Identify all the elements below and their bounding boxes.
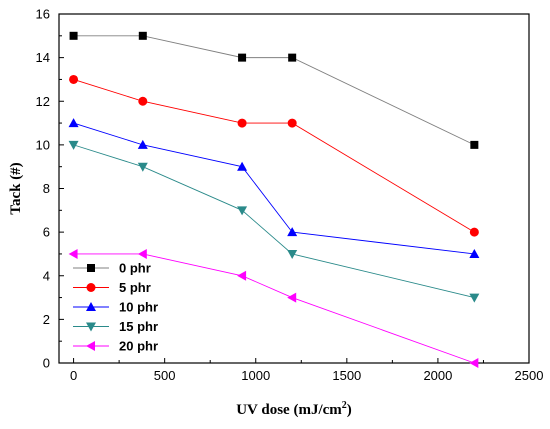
series-line (73, 35, 475, 146)
legend-label: 0 phr (119, 261, 151, 276)
x-tick-label: 1000 (241, 368, 270, 383)
series-line (73, 122, 475, 255)
y-axis-title: Tack (#) (8, 162, 24, 214)
data-point (69, 74, 79, 84)
data-point (287, 292, 297, 303)
data-point (237, 206, 248, 216)
legend-marker (86, 302, 96, 311)
y-tick-label: 10 (36, 137, 50, 152)
legend-item: 10 phr (73, 300, 158, 315)
x-axis-title-sup: 2 (342, 400, 347, 411)
legend-marker (87, 264, 95, 272)
data-point (470, 140, 479, 149)
series-line (73, 79, 475, 233)
data-point (137, 139, 148, 149)
legend-label: 20 phr (119, 339, 158, 354)
data-point (469, 248, 480, 258)
legend-item: 0 phr (73, 261, 151, 276)
legend-marker (86, 341, 95, 351)
legend-label: 15 phr (119, 319, 158, 334)
legend-item: 20 phr (73, 339, 158, 354)
data-point (137, 248, 147, 259)
x-axis-title-main: UV dose (mJ/cm (236, 402, 342, 418)
y-tick-label: 12 (36, 94, 50, 109)
data-point (287, 227, 298, 237)
legend-label: 5 phr (119, 280, 151, 295)
data-point (287, 249, 298, 259)
y-tick-label: 4 (43, 268, 50, 283)
data-point (68, 248, 78, 259)
x-tick-label: 500 (154, 368, 176, 383)
y-tick-label: 0 (43, 356, 50, 371)
y-tick-label: 2 (43, 312, 50, 327)
data-point (237, 161, 248, 171)
data-point (288, 53, 297, 62)
data-point (469, 358, 479, 368)
data-point (237, 118, 247, 128)
y-tick-label: 6 (43, 225, 50, 240)
y-tick-label: 16 (36, 7, 50, 22)
legend-label: 10 phr (119, 300, 158, 315)
series-layer (68, 31, 480, 368)
x-axis-title-end: ) (347, 402, 352, 418)
series-3 (68, 140, 480, 303)
data-point (469, 293, 480, 303)
data-point (69, 31, 78, 40)
legend-marker (86, 283, 96, 292)
series-2 (68, 118, 480, 258)
data-point (138, 96, 148, 106)
x-tick-label: 2000 (423, 368, 452, 383)
data-point (469, 227, 479, 237)
x-axis-title: UV dose (mJ/cm2) (236, 400, 352, 418)
ticks-layer: 0 500 1000 1500 2000 2500 0 2 4 6 8 10 12 14 16 (36, 7, 544, 384)
series-1 (69, 74, 479, 237)
x-tick-label: 0 (70, 368, 77, 383)
legend: 0 phr 5 phr 10 phr 15 phr 20 phr (73, 261, 158, 354)
legend-item: 5 phr (73, 280, 151, 295)
legend-marker (86, 322, 96, 332)
series-4 (68, 248, 479, 368)
data-point (68, 118, 79, 128)
series-0 (69, 31, 479, 149)
y-tick-label: 14 (36, 50, 50, 65)
data-point (237, 270, 247, 281)
data-point (287, 118, 297, 128)
y-tick-label: 8 (43, 181, 50, 196)
x-tick-label: 2500 (515, 368, 544, 383)
x-tick-label: 1500 (332, 368, 361, 383)
data-point (137, 162, 148, 172)
data-point (68, 140, 79, 150)
data-point (238, 53, 247, 62)
data-point (138, 31, 147, 40)
legend-item: 15 phr (73, 319, 158, 334)
